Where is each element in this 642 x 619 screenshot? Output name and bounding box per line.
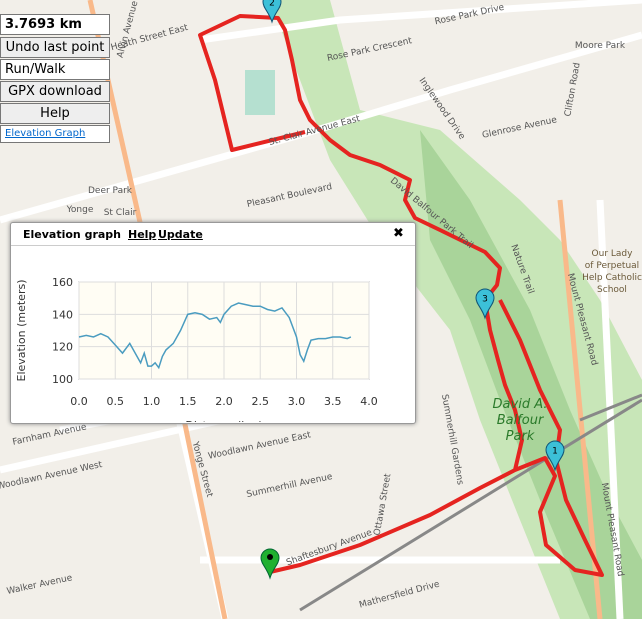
distance-display: 3.7693 km: [0, 14, 110, 35]
y-axis-label: Elevation (meters): [15, 280, 28, 382]
x-tick-label: 1.0: [143, 395, 161, 408]
x-tick-label: 4.0: [360, 395, 378, 408]
street-label: School: [597, 285, 627, 295]
close-button[interactable]: ✖: [393, 226, 404, 241]
y-tick-label: 160: [52, 276, 73, 289]
x-axis-label: Distance (km): [185, 419, 262, 422]
field: [245, 70, 275, 115]
x-tick-label: 0.0: [70, 395, 88, 408]
street-label: Farnham Avenue: [12, 422, 88, 448]
x-tick-label: 2.0: [215, 395, 233, 408]
street-label: Balfour: [497, 413, 545, 428]
route-marker: [475, 288, 495, 320]
x-tick-label: 3.5: [324, 395, 342, 408]
marker-label: 3: [482, 295, 488, 305]
street-label: Moore Park: [575, 41, 626, 51]
y-tick-label: 100: [52, 373, 73, 386]
x-tick-label: 0.5: [107, 395, 125, 408]
street-label: Ottawa Street: [373, 472, 394, 536]
undo-button[interactable]: Undo last point: [0, 37, 110, 58]
elevation-line: [78, 302, 352, 370]
elevation-popup: Elevation graph Help Update ✖ 100 120 140 1…: [10, 222, 416, 432]
mode-select[interactable]: Run/Walk: [0, 59, 110, 80]
route-marker: [545, 440, 565, 472]
railway: [299, 393, 642, 612]
gpx-button[interactable]: GPX download: [0, 81, 110, 102]
popup-update[interactable]: Update: [158, 228, 203, 241]
route-marker: [262, 0, 282, 24]
start-marker-dot: [267, 554, 273, 560]
marker-label: 2: [269, 0, 275, 9]
popup-help[interactable]: Help: [128, 228, 157, 241]
route: [198, 14, 604, 577]
street-label: Alvin Avenue: [116, 0, 141, 59]
street-label: of Perpetual: [585, 261, 639, 271]
street-label: Woodlawn Avenue East: [207, 430, 312, 462]
street-label: Summerhill Gardens: [439, 394, 465, 486]
x-tick-label: 3.0: [288, 395, 306, 408]
start-marker: [260, 548, 280, 580]
street-label: Yonge: [66, 205, 94, 215]
popup-header: Elevation graph Help Update ✖: [11, 223, 415, 246]
popup-title: Elevation graph: [23, 228, 122, 241]
x-tick-label: 1.5: [179, 395, 197, 408]
help-button[interactable]: Help: [0, 103, 110, 124]
street-label: Glenrose Avenue: [481, 115, 558, 141]
marker-label: 1: [552, 447, 558, 457]
street-label: Walker Avenue: [6, 573, 74, 597]
street-label: Park: [506, 429, 535, 444]
street-label: David A.: [493, 397, 548, 412]
street-label: St Clair: [104, 208, 137, 218]
x-tick-label: 2.5: [252, 395, 270, 408]
street-label: Help Catholic: [582, 273, 642, 283]
street-label: Rose Park Drive: [434, 3, 506, 28]
elevation-chart: 100 120 140 160 0.0 0.5 1.0 1.5 2.0 2.5 3.0 3.5 4.0 D…: [15, 276, 378, 432]
street-label: Summerhill Avenue: [246, 472, 334, 500]
y-tick-label: 120: [52, 341, 73, 354]
street-label: Pleasant Boulevard: [246, 182, 333, 210]
street-label: Deer Park: [88, 186, 133, 196]
elevation-link[interactable]: Elevation Graph: [0, 125, 110, 143]
y-tick-label: 140: [52, 308, 73, 321]
street-label: Our Lady: [592, 249, 634, 259]
street-label: Clifton Road: [563, 62, 582, 117]
street-label: Mathersfield Drive: [358, 579, 441, 610]
